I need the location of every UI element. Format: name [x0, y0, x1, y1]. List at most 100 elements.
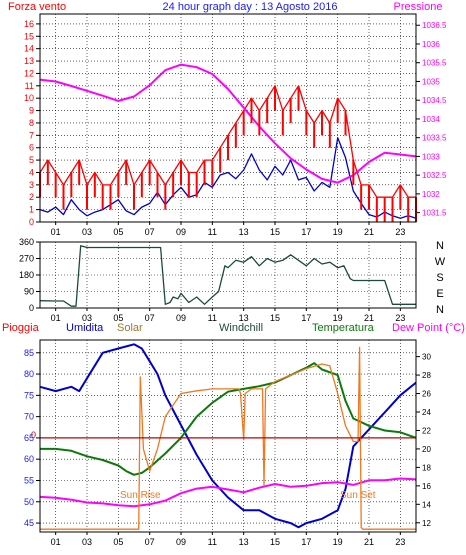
x-tick-label: 11 [208, 537, 217, 547]
x-tick-label: 05 [113, 227, 123, 237]
chart-title: 24 hour graph day : 13 Agosto 2016 [163, 1, 338, 13]
wind-series-group [39, 63, 417, 222]
x-tick-label: 19 [333, 537, 343, 547]
wind-grid [40, 14, 416, 223]
left-tick-label: 10 [24, 93, 34, 103]
x-tick-label: 23 [395, 313, 405, 323]
x-tick-label: 03 [82, 537, 92, 547]
left-tick-label: 65 [24, 433, 34, 443]
x-tick-label: 13 [239, 537, 249, 547]
left-tick-label: 14 [24, 44, 34, 54]
x-tick-label: 13 [239, 227, 249, 237]
x-tick-label: 17 [301, 227, 311, 237]
x-tick-label: 07 [145, 537, 155, 547]
legend-windchill: Windchill [219, 322, 263, 334]
temperature-series-group [39, 343, 417, 530]
x-tick-label: 13 [239, 313, 249, 323]
right-tick-label: 1033.5 [422, 134, 447, 143]
right-tick-label: 1036 [422, 40, 440, 49]
x-tick-label: 23 [395, 537, 405, 547]
x-tick-label: 17 [301, 537, 311, 547]
x-tick-label: 09 [176, 313, 186, 323]
x-tick-label: 07 [145, 313, 155, 323]
left-tick-label: 45 [24, 518, 34, 528]
x-tick-label: 15 [270, 227, 280, 237]
pressure-label: Pressione [394, 1, 443, 13]
left-tick-label: 2 [29, 192, 34, 202]
direction-series-group [39, 245, 416, 307]
left-tick-label: 0 [29, 303, 34, 313]
series-dew-point [39, 477, 417, 508]
right-tick-label: 14 [422, 500, 431, 509]
temperature-x-axis: 01 03 05 07 09 11 13 15 17 19 21 23 [51, 532, 405, 547]
direction-label-s: S [436, 272, 443, 284]
left-tick-label: 9 [29, 106, 34, 116]
right-tick-label: 16 [422, 482, 431, 491]
legend-pioggia: Pioggia [2, 322, 40, 334]
x-tick-label: 15 [270, 313, 280, 323]
left-tick-label: 1 [29, 205, 34, 215]
x-tick-label: 11 [208, 313, 217, 323]
right-tick-label: 1035.5 [422, 59, 447, 68]
left-tick-label: 16 [24, 19, 34, 29]
direction-x-axis: 01 03 05 07 09 11 13 15 17 19 21 23 [51, 308, 405, 323]
left-tick-label: 50 [24, 497, 34, 507]
legend-umidita: Umidita [66, 322, 104, 334]
right-tick-label: 1034.5 [422, 96, 447, 105]
left-tick-label: 7 [29, 130, 34, 140]
x-tick-label: 01 [51, 537, 61, 547]
left-tick-label: 0 [29, 217, 34, 227]
left-tick-label: 3 [29, 180, 34, 190]
direction-label-w: W [435, 256, 446, 268]
right-tick-label: 1032 [422, 190, 440, 199]
left-tick-label: 55 [24, 475, 34, 485]
left-tick-label: 85 [24, 348, 34, 358]
temperature-axis: 12 14 16 18 20 22 24 26 28 30 [416, 353, 431, 528]
wind-plot-frame [39, 13, 417, 223]
direction-label-n-bottom: N [436, 304, 444, 316]
left-tick-label: 5 [29, 155, 34, 165]
sunrise-annotation: Sun Rise [120, 490, 161, 501]
wind-speed-label: Forza vento [8, 1, 66, 13]
x-tick-label: 05 [113, 537, 123, 547]
series-direzione [39, 245, 416, 307]
x-tick-label: 01 [51, 227, 61, 237]
x-tick-label: 11 [208, 227, 217, 237]
right-tick-label: 20 [422, 445, 431, 454]
series-temperatura [40, 362, 417, 476]
left-tick-label: 75 [24, 390, 34, 400]
right-tick-label: 1031.5 [422, 209, 447, 218]
wind-x-axis: 01 03 05 07 09 11 13 15 17 19 21 23 [51, 222, 405, 237]
right-tick-label: 1033 [422, 152, 440, 161]
right-tick-label: 28 [422, 371, 431, 380]
temperature-plot-frame [39, 339, 417, 533]
direction-axis: 0 90 180 270 360 [19, 237, 40, 313]
left-tick-label: 60 [24, 454, 34, 464]
left-tick-label: 90 [24, 287, 34, 297]
x-tick-label: 01 [51, 313, 61, 323]
right-tick-label: 30 [422, 353, 431, 362]
x-tick-label: 21 [364, 227, 374, 237]
x-tick-label: 05 [113, 313, 123, 323]
right-tick-label: 1035 [422, 77, 440, 86]
sunset-annotation: Sun Set [340, 490, 376, 501]
right-tick-label: 1036.5 [422, 21, 447, 30]
x-tick-label: 23 [395, 227, 405, 237]
x-tick-label: 17 [301, 313, 311, 323]
left-tick-label: 270 [19, 254, 34, 264]
left-tick-label: 8 [29, 118, 34, 128]
left-tick-label: 180 [19, 270, 34, 280]
left-tick-label: 15 [24, 31, 34, 41]
x-tick-label: 09 [176, 537, 186, 547]
x-tick-label: 21 [364, 313, 374, 323]
left-tick-label: 12 [24, 68, 34, 78]
right-tick-label: 18 [422, 463, 431, 472]
rain-zero-label: 0 [31, 430, 36, 440]
humidity-axis: 45 50 55 60 65 70 75 80 85 [24, 348, 40, 528]
left-tick-label: 360 [19, 237, 34, 247]
x-tick-label: 09 [176, 227, 186, 237]
x-tick-label: 15 [270, 537, 280, 547]
pressure-axis: 1031.5 1032 1032.5 1033 1033.5 1034 1034.5 1035… [416, 21, 447, 218]
